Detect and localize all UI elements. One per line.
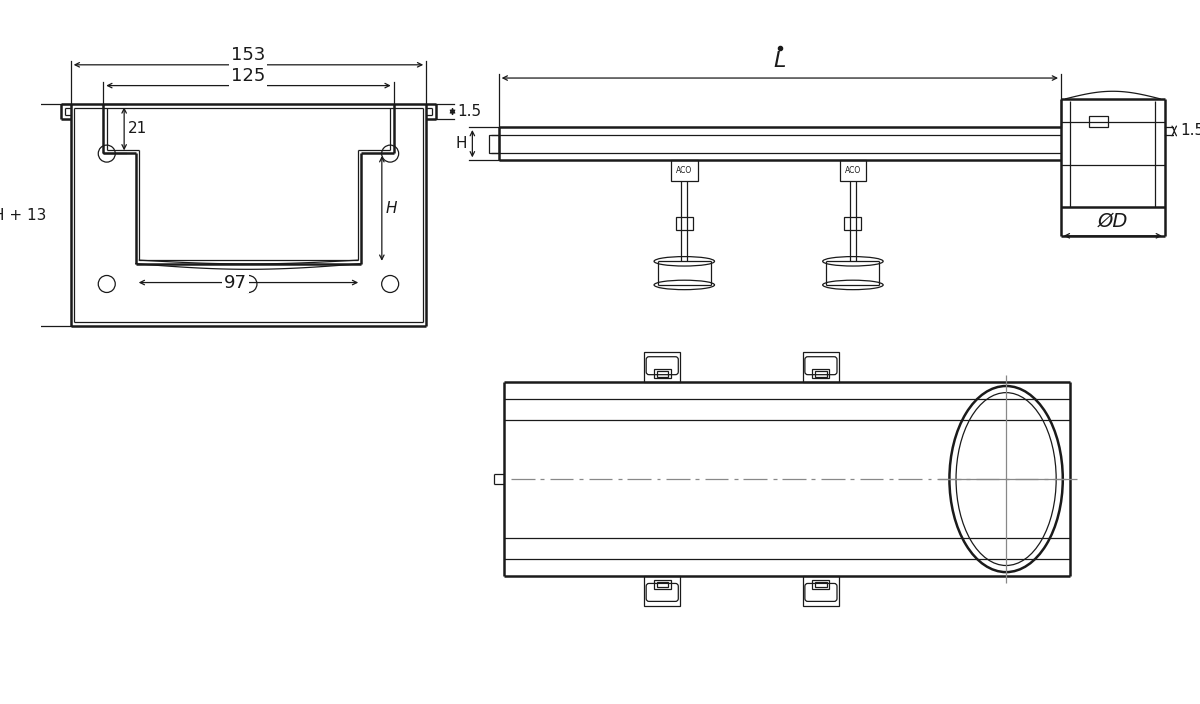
Text: 1.5: 1.5 (457, 104, 481, 119)
Bar (656, 371, 668, 377)
Text: H: H (455, 136, 467, 151)
Text: 21: 21 (127, 121, 146, 137)
Bar (656, 582, 668, 587)
Bar (644, 576, 680, 606)
Text: ACO: ACO (676, 166, 692, 175)
Text: ØD: ØD (1098, 212, 1128, 231)
Text: H: H (385, 201, 397, 216)
Bar (803, 352, 839, 382)
Bar (490, 134, 499, 153)
Bar (654, 579, 671, 589)
Text: ACO: ACO (845, 166, 862, 175)
Bar (644, 352, 680, 382)
Bar (676, 217, 692, 230)
Bar (812, 579, 829, 589)
Text: 125: 125 (232, 67, 265, 85)
Text: 1.5: 1.5 (1180, 123, 1200, 139)
Bar (815, 582, 827, 587)
Bar (654, 369, 671, 379)
Text: H + 13: H + 13 (0, 208, 47, 222)
Text: 97: 97 (223, 274, 247, 291)
Bar (812, 369, 829, 379)
Text: L: L (774, 51, 786, 71)
Bar (671, 161, 697, 181)
Bar (845, 217, 862, 230)
Bar (815, 371, 827, 377)
Bar (1090, 116, 1108, 127)
Bar (803, 576, 839, 606)
Bar (840, 161, 866, 181)
Text: 153: 153 (232, 46, 265, 64)
